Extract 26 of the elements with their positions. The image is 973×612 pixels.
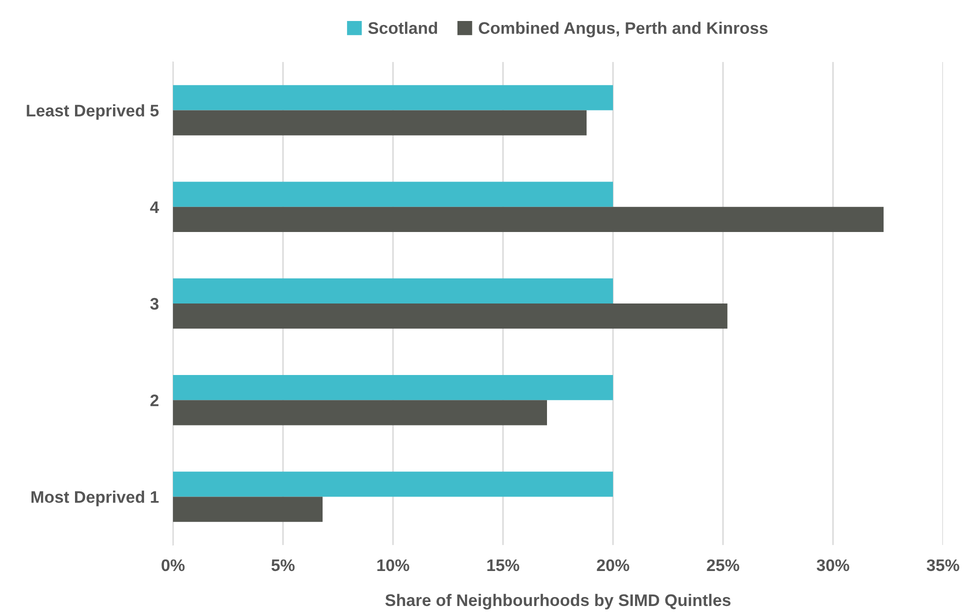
y-tick-label: Most Deprived 1 [32,490,159,506]
bar [173,304,728,329]
x-tick-label: 35% [926,559,960,572]
x-tick-label: 10% [377,559,410,572]
y-tick-label: Least Deprived 5 [26,104,159,120]
x-tick-label: 0% [162,559,185,572]
bar [173,206,884,232]
bar [173,85,613,110]
legend-label: Scotland [368,22,438,34]
bar [173,496,323,522]
bar [173,400,547,426]
x-tick-label: 30% [816,559,850,572]
y-tick-label: 4 [150,201,160,213]
bar [173,278,613,304]
x-tick-label: 15% [487,559,520,572]
x-axis-title: Share of Neighbourhoods by SIMD Quintles [385,594,730,610]
bar [173,374,613,400]
bar [173,472,613,497]
x-tick-label: 5% [271,559,295,572]
x-tick-label: 20% [596,559,630,572]
x-tick-label: 25% [706,559,740,572]
bar [173,182,613,207]
y-tick-label: 2 [150,394,158,406]
legend-label: Combined Angus, Perth and Kinross [478,22,768,38]
bar [173,110,587,136]
y-tick-label: 3 [150,298,159,310]
